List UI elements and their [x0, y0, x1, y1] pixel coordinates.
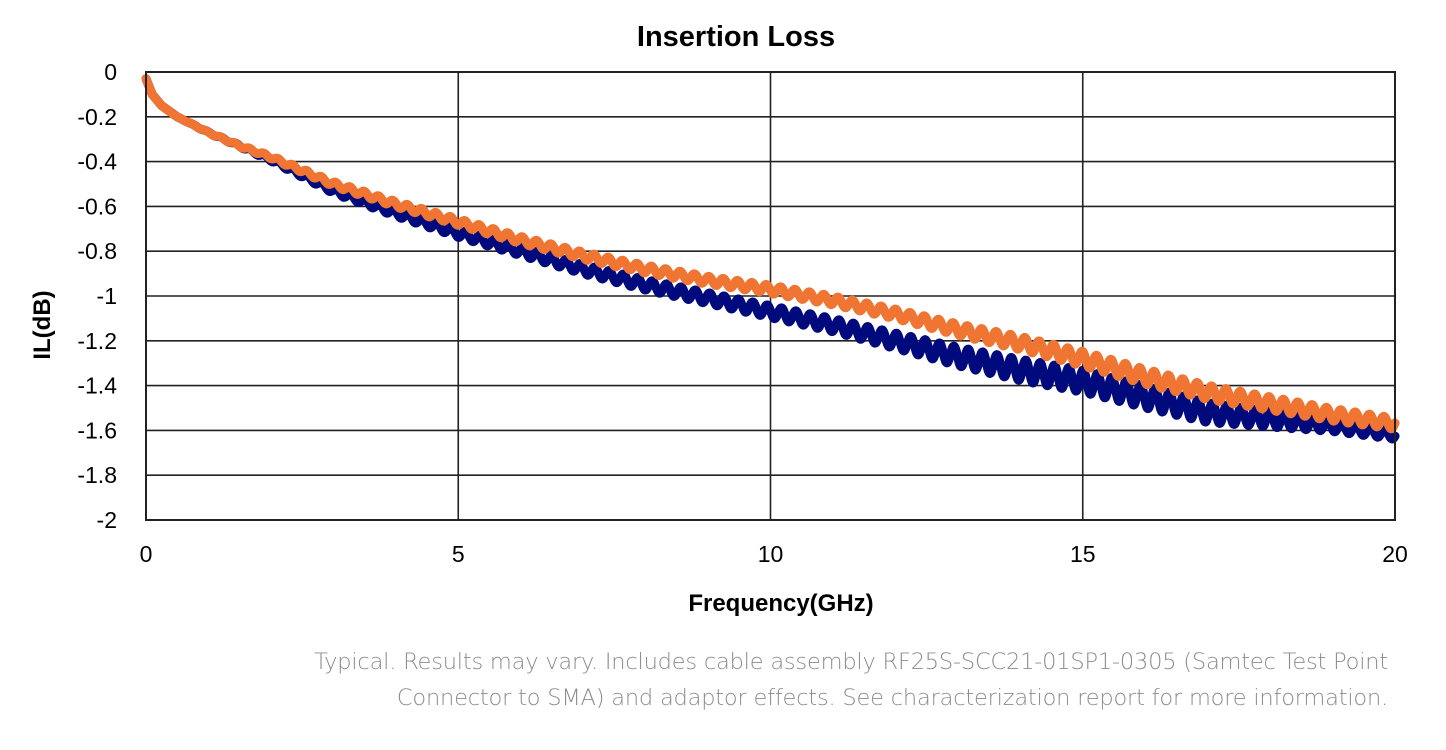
x-tick-label: 0 [140, 541, 153, 567]
x-tick-label: 5 [452, 541, 465, 567]
y-tick-label: -0.8 [77, 238, 117, 264]
y-tick-label: -2 [97, 507, 117, 533]
x-tick-label: 15 [1070, 541, 1096, 567]
footnote-line-1: Typical. Results may vary. Includes cabl… [314, 649, 1388, 675]
series-group [141, 74, 1400, 444]
series-line-2 [141, 74, 1400, 434]
y-tick-label: -0.2 [77, 104, 117, 130]
y-axis-label: IL(dB) [29, 290, 56, 359]
y-tick-label: -1.4 [77, 373, 117, 399]
y-tick-label: 0 [104, 59, 117, 85]
series-line-1 [141, 74, 1400, 444]
x-tick-label: 10 [758, 541, 784, 567]
chart-title: Insertion Loss [637, 21, 835, 53]
footnote-line-2: Connector to SMA) and adaptor effects. S… [396, 685, 1388, 711]
plot-frame [145, 71, 1396, 521]
y-tick-label: -0.6 [77, 193, 117, 219]
insertion-loss-chart: Insertion Loss 0 -0.2 -0.4 -0.6 -0.8 -1 -1.2 -1… [29, 21, 1408, 617]
y-tick-label: -1 [97, 283, 117, 309]
y-tick-label: -1.2 [77, 328, 117, 354]
x-tick-labels: 0 5 10 15 20 [140, 541, 1408, 567]
y-tick-label: -0.4 [77, 149, 117, 175]
y-tick-label: -1.8 [77, 462, 117, 488]
x-axis-label: Frequency(GHz) [688, 590, 873, 617]
y-tick-label: -1.6 [77, 417, 117, 443]
footnote: Typical. Results may vary. Includes cabl… [128, 644, 1388, 716]
y-tick-labels: 0 -0.2 -0.4 -0.6 -0.8 -1 -1.2 -1.4 -1.6 -1.8 -2 [77, 59, 117, 533]
x-tick-label: 20 [1382, 541, 1408, 567]
